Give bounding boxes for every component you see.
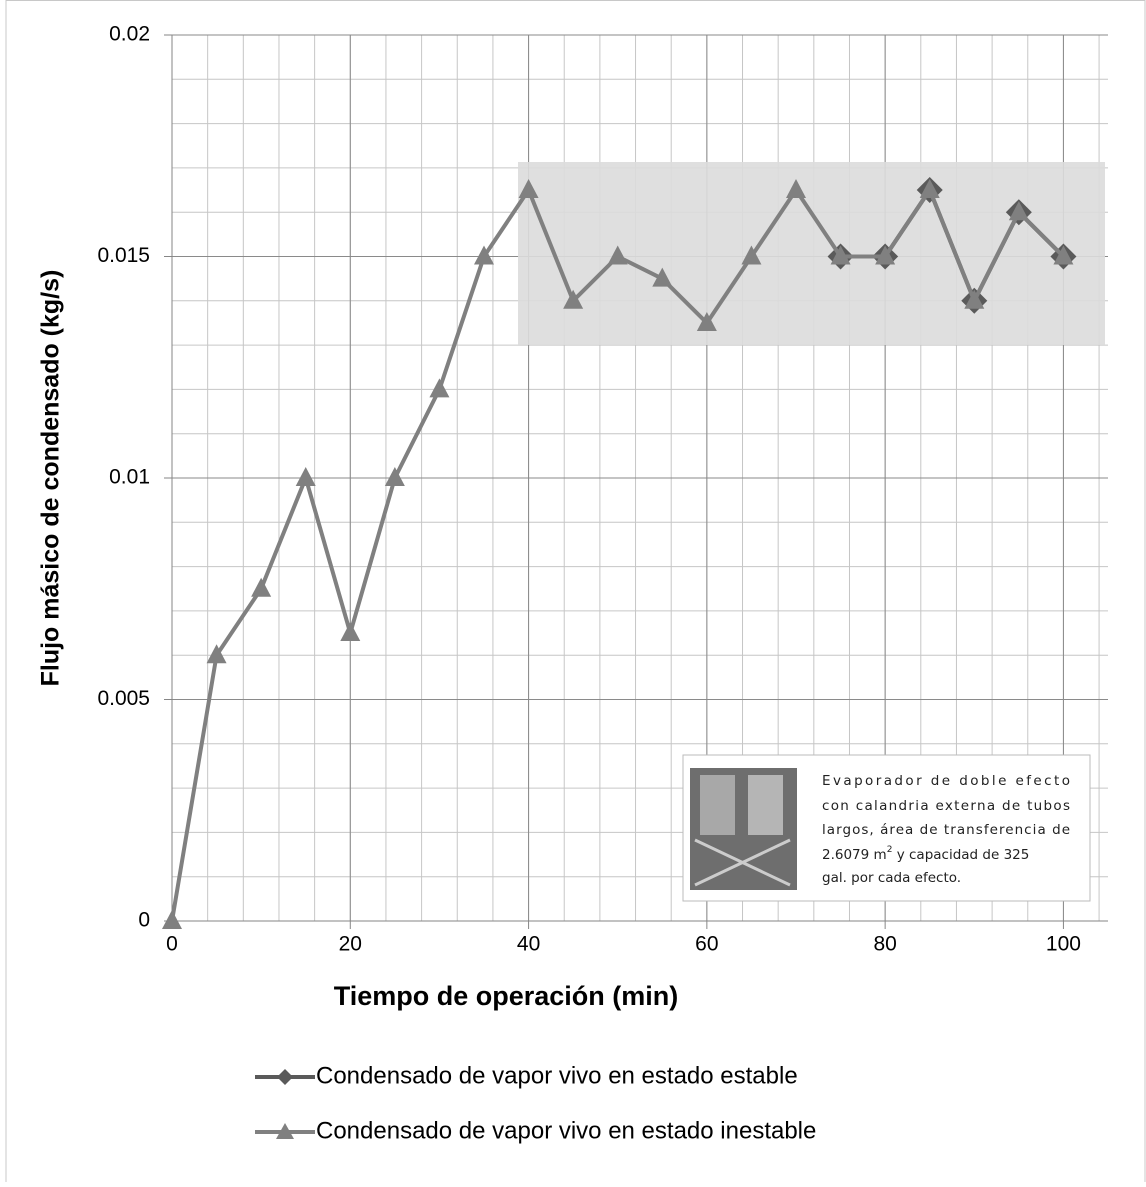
- legend-marker: [276, 1123, 294, 1139]
- point: [964, 289, 985, 309]
- y-tick-label: 0.015: [97, 244, 150, 267]
- plot: [162, 177, 1077, 929]
- x-tick-label: 100: [1046, 933, 1081, 956]
- annotation-box: Evaporador de doble efecto con calandria…: [682, 754, 1091, 902]
- y-tick-label: 0.01: [109, 466, 150, 489]
- annotation-text: largos, área de transferencia de: [822, 822, 1070, 838]
- photo-detail: [700, 775, 735, 835]
- annotation-text: Evaporador de doble efecto: [822, 773, 1070, 789]
- point: [563, 289, 584, 309]
- x-tick-label: 60: [695, 933, 718, 956]
- point: [518, 179, 539, 199]
- point: [919, 179, 940, 199]
- point: [696, 311, 717, 331]
- annotation-text: 2.6079 m2 y capacidad de 325: [822, 845, 1029, 864]
- point: [1008, 201, 1029, 221]
- highlight-region: [518, 162, 1105, 345]
- x-tick-label: 40: [517, 933, 540, 956]
- point: [830, 245, 851, 265]
- annotation-text: 2.6079 m: [822, 847, 887, 863]
- legend-marker: [277, 1069, 293, 1085]
- x-axis-title: Tiempo de operación (min): [334, 981, 679, 1011]
- photo-detail: [748, 775, 783, 835]
- y-axis-title: Flujo másico de condensado (kg/s): [37, 270, 65, 687]
- y-tick-label: 0: [138, 909, 150, 932]
- point: [206, 644, 227, 664]
- point: [786, 179, 806, 199]
- point: [251, 577, 272, 597]
- point: [295, 467, 316, 486]
- annotation-text: y capacidad de 325: [892, 847, 1029, 863]
- annotation-text: con calandria externa de tubos: [822, 798, 1070, 814]
- point: [384, 467, 405, 486]
- point: [162, 910, 182, 929]
- annotation-superscript: 2: [887, 845, 893, 855]
- point: [607, 245, 628, 265]
- photo-detail: [694, 838, 791, 887]
- x-tick-label: 20: [339, 933, 362, 956]
- point: [1053, 245, 1074, 265]
- point: [429, 378, 450, 398]
- x-tick-label: 0: [166, 933, 178, 956]
- point: [875, 245, 896, 265]
- point: [474, 245, 494, 265]
- legend-label: Condensado de vapor vivo en estado estab…: [316, 1062, 798, 1089]
- annotation-text: gal. por cada efecto.: [822, 870, 961, 886]
- legend-symbol: [276, 1123, 294, 1139]
- x-tick-label: 80: [873, 933, 896, 956]
- y-tick-label: 0.005: [97, 687, 150, 710]
- legend-label: Condensado de vapor vivo en estado inest…: [316, 1117, 816, 1144]
- point: [741, 245, 762, 265]
- point: [652, 267, 673, 287]
- legend-symbol: [277, 1069, 293, 1085]
- point: [340, 622, 361, 642]
- y-tick-label: 0.02: [109, 23, 150, 46]
